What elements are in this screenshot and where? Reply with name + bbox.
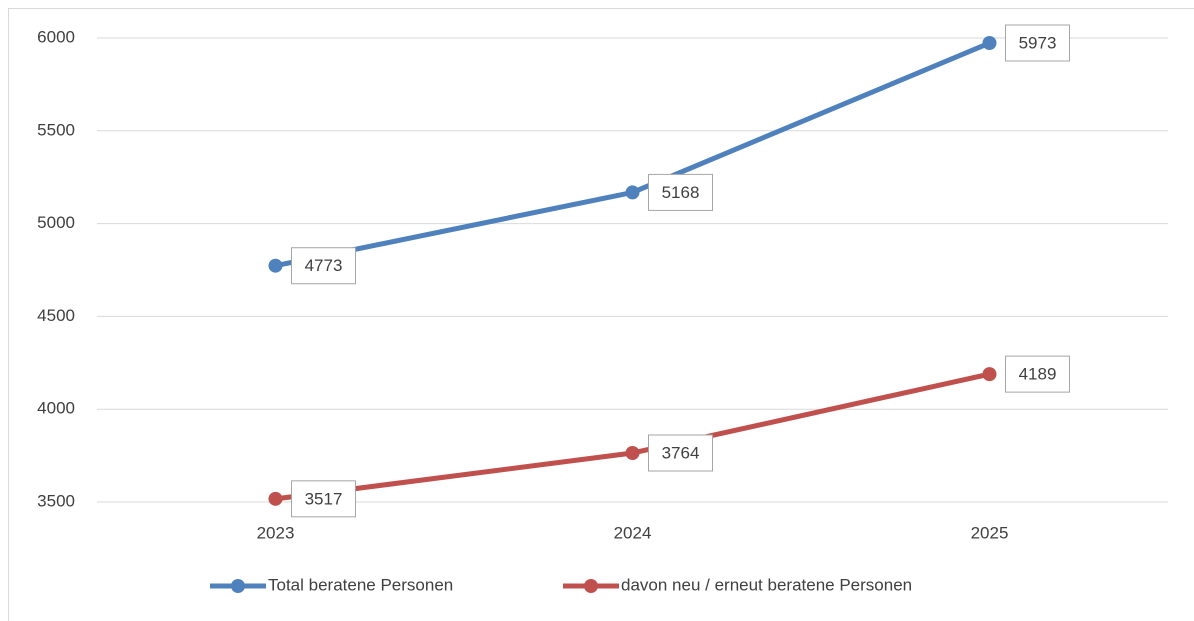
data-point [625,446,640,461]
y-tick-label: 5500 [37,120,75,139]
legend-label: davon neu / erneut beratene Personen [621,575,912,594]
y-tick-label: 4000 [37,399,75,418]
data-label-box [648,434,713,472]
y-tick-label: 3500 [37,491,75,510]
y-tick-label: 4500 [37,306,75,325]
data-label: 5168 [662,183,700,202]
data-label: 5973 [1019,33,1057,52]
data-label-box [1005,355,1070,393]
legend-label: Total beratene Personen [268,575,453,594]
data-label-box [291,247,356,285]
chart-border [8,8,1194,621]
data-label: 3764 [662,443,700,462]
data-label: 4189 [1019,365,1057,384]
legend-marker [231,579,245,593]
y-tick-label: 6000 [37,27,75,46]
data-point [268,491,283,506]
data-point [625,185,640,200]
data-label: 3517 [305,489,343,508]
data-point [982,367,997,382]
data-point [982,36,997,51]
data-label-box [291,480,356,518]
data-label-box [1005,24,1070,62]
legend-marker [584,579,598,593]
x-tick-label: 2025 [971,523,1009,542]
data-point [268,258,283,273]
x-tick-label: 2024 [614,523,652,542]
data-label-box [648,173,713,211]
x-tick-label: 2023 [257,523,295,542]
y-tick-label: 5000 [37,213,75,232]
data-label: 4773 [305,256,343,275]
